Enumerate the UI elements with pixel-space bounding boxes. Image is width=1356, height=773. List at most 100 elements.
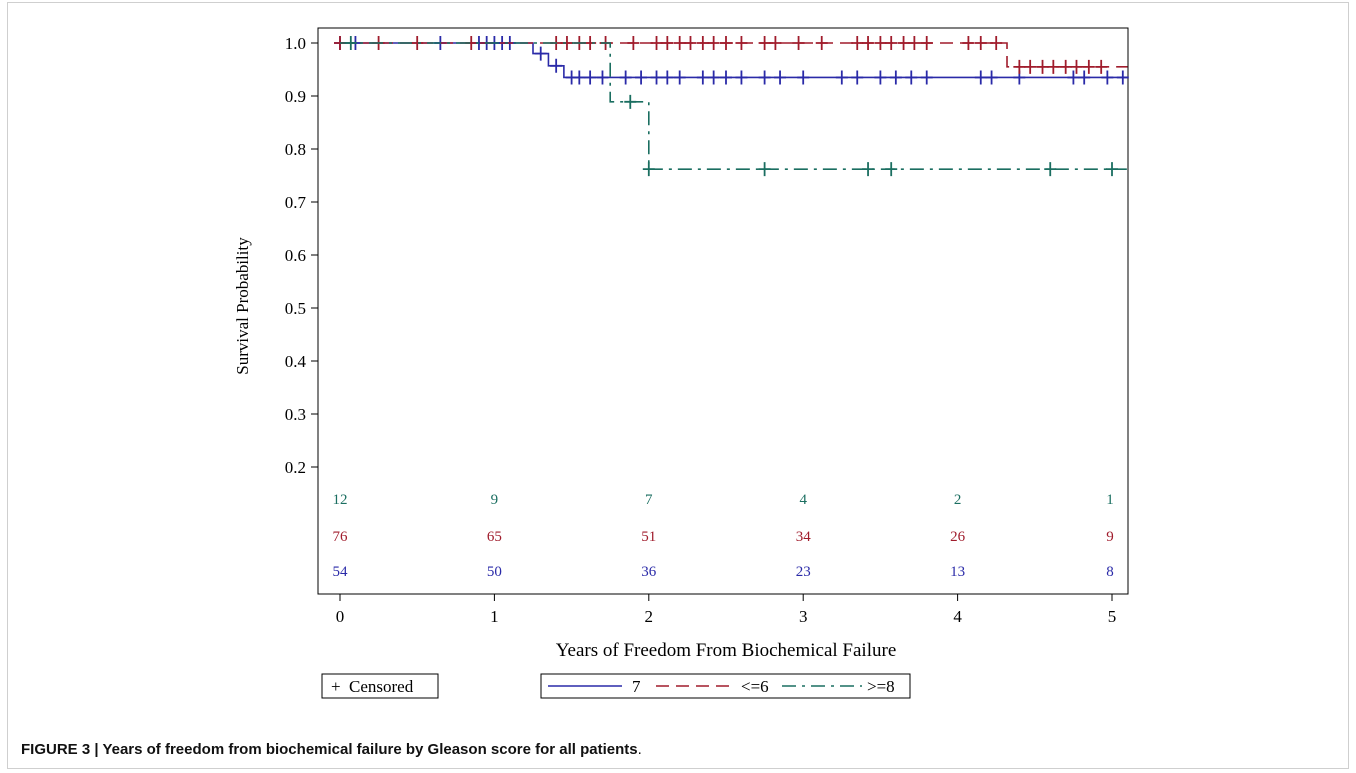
- censor-mark: [550, 58, 563, 73]
- x-axis: 0 1 2 3 4 5: [336, 594, 1116, 626]
- at-risk-count: 8: [1106, 564, 1114, 580]
- censor-mark: [1095, 59, 1108, 74]
- plot-area: [317, 27, 1129, 595]
- censored-legend-label: Censored: [349, 677, 414, 696]
- censor-mark: [735, 70, 748, 85]
- censor-mark: [735, 36, 748, 50]
- y-tick-label: 0.6: [285, 246, 306, 265]
- y-tick-label: 0.8: [285, 140, 306, 159]
- at-risk-count: 76: [333, 529, 349, 545]
- censor-mark: [1106, 162, 1118, 177]
- at-risk-count: 1: [1106, 492, 1114, 508]
- figure-frame: [7, 2, 1349, 769]
- y-tick-label: 0.2: [285, 458, 306, 477]
- series-legend: 7 <=6 >=8: [540, 673, 911, 699]
- survival-curve: [340, 42, 1128, 79]
- at-risk-count: 65: [487, 529, 502, 545]
- x-axis-label: Years of Freedom From Biochemical Failur…: [556, 640, 897, 661]
- censor-mark: [990, 36, 1003, 50]
- figure-caption: FIGURE 3 | Years of freedom from biochem…: [21, 741, 642, 758]
- at-risk-table: 12 9 7 4 2 1 76 65 51 34 26 9 54 50 36 23 13 8: [333, 492, 1114, 580]
- censor-mark: [758, 70, 771, 85]
- at-risk-count: 51: [641, 529, 656, 545]
- at-risk-count: 2: [954, 492, 962, 508]
- censor-mark: [720, 70, 732, 85]
- censor-mark: [1024, 59, 1037, 74]
- censor-mark: [707, 70, 720, 85]
- censor-mark: [1116, 70, 1129, 85]
- censor-mark: [758, 162, 771, 177]
- censor-mark: [908, 36, 921, 50]
- at-risk-count: 7: [645, 492, 653, 508]
- series-2: [334, 36, 1128, 74]
- censor-mark: [1047, 59, 1060, 74]
- censor-mark: [673, 70, 686, 85]
- censor-mark: [624, 94, 637, 109]
- x-tick-label: 1: [490, 607, 499, 626]
- censor-mark: [661, 36, 674, 50]
- censored-legend-box: [321, 673, 439, 699]
- x-tick-label: 4: [953, 607, 962, 626]
- censored-legend: + Censored: [321, 673, 439, 699]
- censor-mark: [584, 70, 597, 85]
- at-risk-count: 12: [333, 492, 348, 508]
- y-tick-label: 0.3: [285, 405, 306, 424]
- censor-mark: [344, 36, 357, 50]
- y-tick-label: 0.4: [285, 352, 307, 371]
- censor-mark: [661, 70, 674, 85]
- censor-mark: [885, 162, 898, 177]
- at-risk-count: 26: [950, 529, 966, 545]
- censor-mark: [696, 70, 709, 85]
- at-risk-count: 36: [641, 564, 657, 580]
- at-risk-count: 50: [487, 564, 502, 580]
- at-risk-count: 4: [799, 492, 807, 508]
- censor-mark: [974, 70, 987, 85]
- censor-mark: [862, 36, 875, 50]
- censor-mark: [962, 36, 975, 50]
- censored-legend-symbol: +: [331, 677, 341, 696]
- censor-mark: [920, 36, 933, 50]
- censor-mark: [874, 36, 887, 50]
- censor-mark: [1070, 59, 1083, 74]
- legend-label-le6: <=6: [741, 677, 769, 696]
- y-axis-label: Survival Probability: [233, 237, 252, 375]
- censor-mark: [835, 70, 848, 85]
- censor-mark: [696, 36, 709, 50]
- censor-mark: [1044, 162, 1057, 177]
- censor-mark: [642, 162, 655, 177]
- censor-mark: [797, 70, 810, 85]
- censor-mark: [851, 70, 864, 85]
- y-tick-label: 0.5: [285, 299, 306, 318]
- x-tick-label: 0: [336, 607, 345, 626]
- caption-end: .: [637, 741, 642, 758]
- survival-curve: [340, 42, 1128, 68]
- at-risk-count: 9: [1106, 529, 1114, 545]
- censor-mark: [1013, 59, 1026, 74]
- censor-mark: [1082, 59, 1095, 74]
- censor-mark: [619, 70, 632, 85]
- censor-mark: [851, 36, 864, 50]
- censor-mark: [1036, 59, 1049, 74]
- censor-mark: [707, 36, 720, 50]
- censor-mark: [534, 46, 547, 61]
- censor-mark: [985, 70, 998, 85]
- censor-mark: [1067, 70, 1080, 85]
- censor-mark: [720, 36, 732, 50]
- series-3: [340, 36, 1128, 177]
- at-risk-count: 34: [796, 529, 812, 545]
- censor-mark: [815, 36, 828, 50]
- censor-mark: [769, 36, 782, 50]
- censor-mark: [774, 70, 787, 85]
- censor-mark: [627, 36, 640, 50]
- censor-mark: [411, 36, 424, 50]
- censor-mark: [650, 36, 663, 50]
- plot-frame: [317, 27, 1129, 595]
- legend-label-7: 7: [632, 677, 641, 696]
- censor-mark: [573, 70, 586, 85]
- censor-mark: [862, 162, 875, 177]
- censor-mark: [792, 36, 805, 50]
- at-risk-count: 9: [491, 492, 499, 508]
- at-risk-count: 13: [950, 564, 965, 580]
- x-tick-label: 2: [645, 607, 654, 626]
